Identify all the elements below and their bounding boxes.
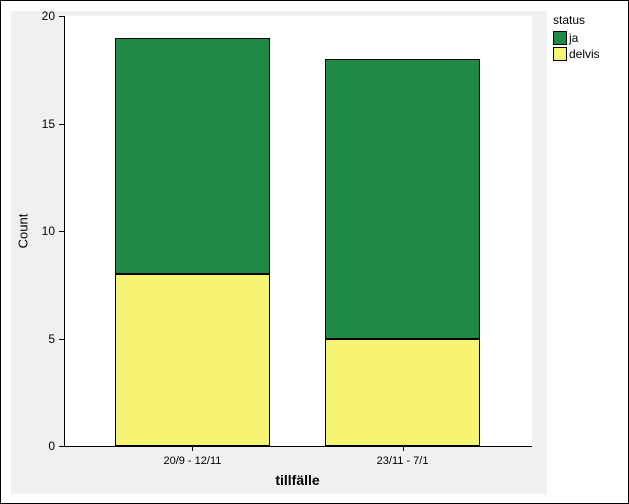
legend-item: delvis (553, 47, 600, 61)
legend-item: ja (553, 31, 578, 45)
y-axis-title: Count (16, 214, 31, 249)
legend-swatch (553, 31, 567, 45)
x-tick (403, 446, 404, 451)
legend-swatch (553, 47, 567, 61)
bar-segment-ja (325, 59, 480, 339)
y-tick (59, 16, 64, 17)
x-tick-label: 23/11 - 7/1 (377, 455, 429, 467)
y-tick-label: 0 (29, 439, 55, 453)
y-tick-label: 10 (29, 224, 55, 238)
chart-frame: 0 5 10 15 20 Count 20/9 - 12/11 23/11 - 7/1 till… (0, 0, 629, 504)
y-tick (59, 231, 64, 232)
y-tick-label: 15 (29, 117, 55, 131)
legend-title: status (553, 13, 585, 27)
bar-segment-delvis (325, 339, 480, 447)
x-axis-title: tillfälle (275, 472, 319, 488)
y-tick-label: 20 (29, 9, 55, 23)
legend-label: delvis (569, 47, 600, 61)
y-tick (59, 339, 64, 340)
x-tick-label: 20/9 - 12/11 (163, 455, 221, 467)
y-tick-label: 5 (29, 332, 55, 346)
bar-segment-ja (115, 38, 270, 275)
legend-label: ja (569, 31, 578, 45)
y-tick (59, 446, 64, 447)
y-tick (59, 124, 64, 125)
bar-segment-delvis (115, 274, 270, 446)
x-tick (192, 446, 193, 451)
